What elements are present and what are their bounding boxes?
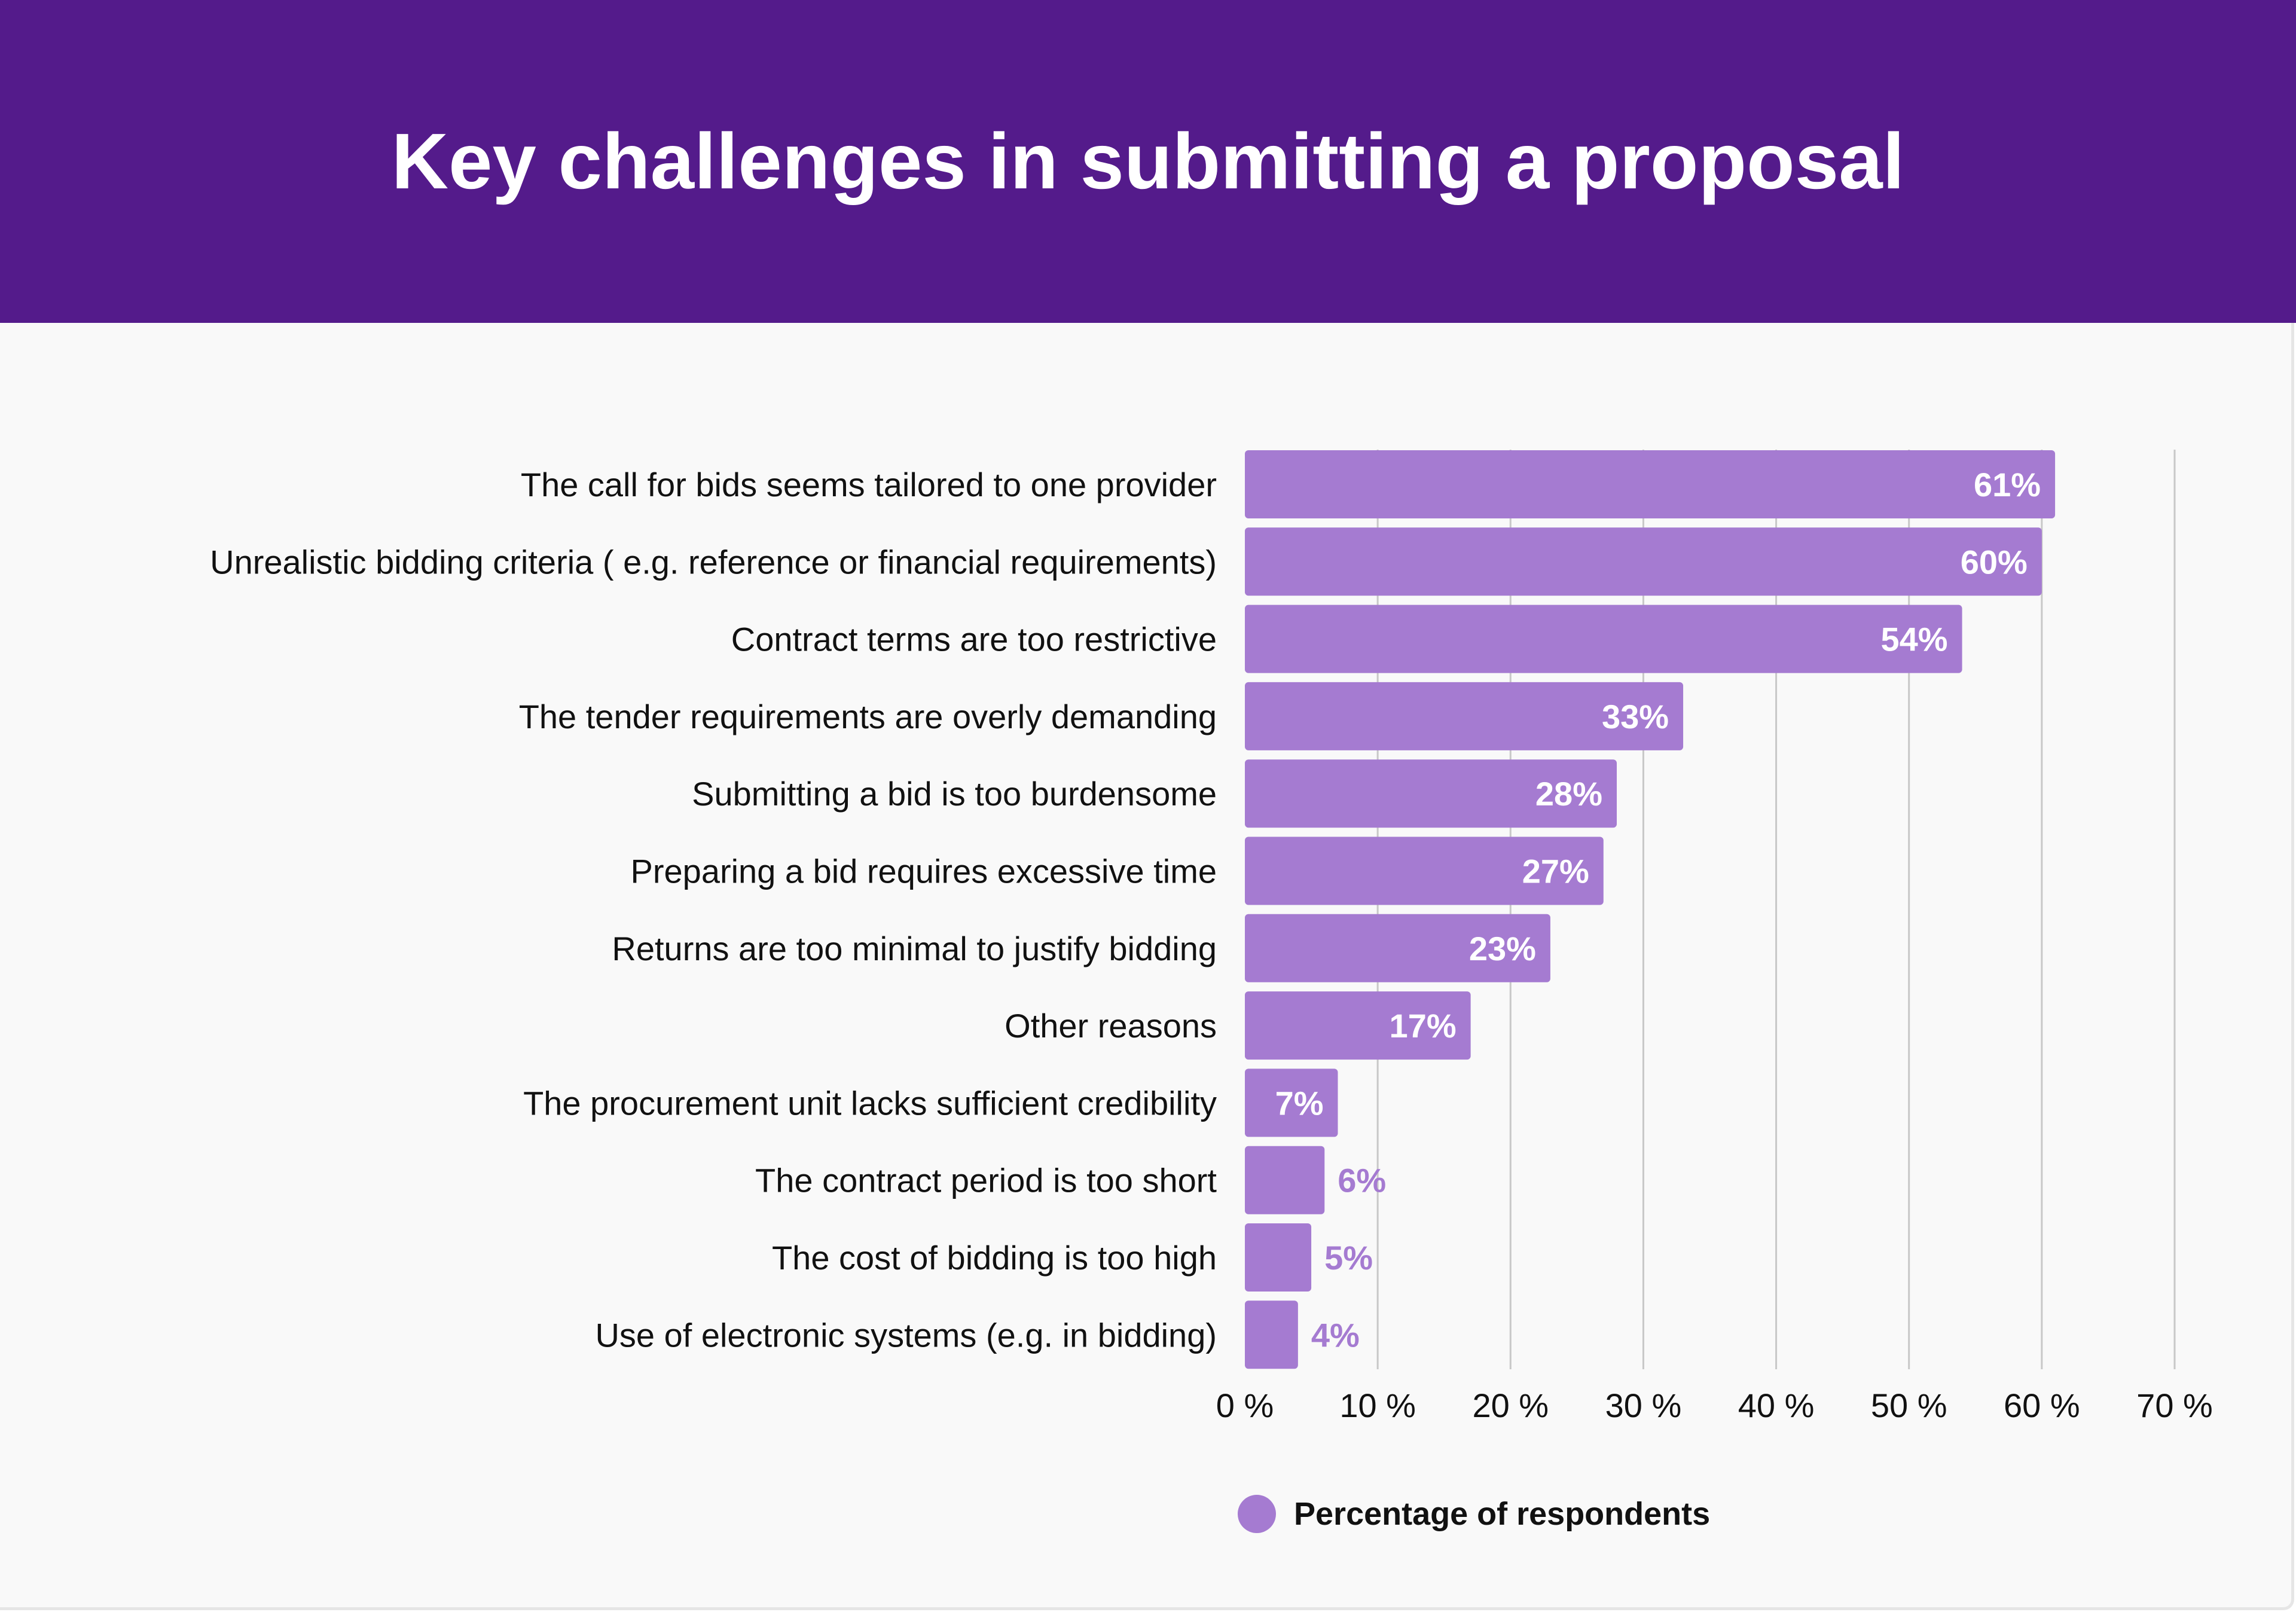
category-label: The procurement unit lacks sufficient cr… bbox=[523, 1084, 1217, 1122]
value-label: 28% bbox=[1535, 775, 1602, 813]
bar bbox=[1245, 1300, 1298, 1369]
category-label: Contract terms are too restrictive bbox=[731, 621, 1217, 658]
x-tick-label: 70 % bbox=[2136, 1387, 2213, 1424]
value-label: 60% bbox=[1961, 543, 2028, 581]
category-label: Unrealistic bidding criteria ( e.g. refe… bbox=[210, 543, 1217, 581]
legend-swatch bbox=[1238, 1495, 1276, 1533]
chart-title: Key challenges in submitting a proposal bbox=[391, 117, 1905, 205]
value-label: 23% bbox=[1469, 930, 1536, 967]
bar bbox=[1245, 836, 1604, 905]
value-labels: 61% 60% 54% 33% 28% 27% 23% 17% 7% 6% 5% 4% bbox=[1275, 466, 2041, 1354]
value-label: 17% bbox=[1390, 1007, 1457, 1045]
bars bbox=[1245, 450, 2056, 1369]
category-labels: The call for bids seems tailored to one … bbox=[210, 466, 1217, 1354]
category-label: Returns are too minimal to justify biddi… bbox=[612, 930, 1217, 967]
x-axis-ticks: 0 % 10 % 20 % 30 % 40 % 50 % 60 % 70 % bbox=[1216, 1387, 2213, 1424]
value-label: 5% bbox=[1324, 1239, 1373, 1277]
value-label: 61% bbox=[1974, 466, 2041, 503]
bar bbox=[1245, 1146, 1325, 1214]
value-label: 7% bbox=[1275, 1084, 1324, 1122]
category-label: Use of electronic systems (e.g. in biddi… bbox=[595, 1316, 1217, 1354]
header-banner: Key challenges in submitting a proposal bbox=[0, 0, 2296, 323]
category-label: The cost of bidding is too high bbox=[772, 1239, 1217, 1277]
bar bbox=[1245, 759, 1617, 828]
bar bbox=[1245, 914, 1550, 982]
x-tick-label: 50 % bbox=[1871, 1387, 1947, 1424]
value-label: 6% bbox=[1338, 1162, 1386, 1199]
x-tick-label: 30 % bbox=[1605, 1387, 1682, 1424]
x-tick-label: 60 % bbox=[2004, 1387, 2080, 1424]
value-label: 4% bbox=[1311, 1316, 1360, 1354]
category-label: The tender requirements are overly deman… bbox=[519, 698, 1217, 735]
bar bbox=[1245, 1223, 1312, 1292]
bar bbox=[1245, 604, 1962, 673]
value-label: 33% bbox=[1602, 698, 1669, 735]
legend-label: Percentage of respondents bbox=[1294, 1496, 1711, 1532]
value-label: 27% bbox=[1522, 853, 1589, 890]
category-label: The call for bids seems tailored to one … bbox=[521, 466, 1217, 503]
bar bbox=[1245, 682, 1684, 750]
category-label: The contract period is too short bbox=[755, 1162, 1217, 1199]
x-tick-label: 0 % bbox=[1216, 1387, 1274, 1424]
category-label: Other reasons bbox=[1004, 1007, 1217, 1045]
category-label: Submitting a bid is too burdensome bbox=[692, 775, 1217, 813]
category-label: Preparing a bid requires excessive time bbox=[631, 853, 1217, 890]
x-tick-label: 10 % bbox=[1339, 1387, 1416, 1424]
x-tick-label: 20 % bbox=[1472, 1387, 1549, 1424]
bar bbox=[1245, 1068, 1338, 1137]
legend: Percentage of respondents bbox=[1238, 1495, 1710, 1533]
x-tick-label: 40 % bbox=[1738, 1387, 1815, 1424]
bar bbox=[1245, 450, 2056, 518]
bar bbox=[1245, 991, 1471, 1060]
bar bbox=[1245, 527, 2042, 596]
grid-lines bbox=[1376, 450, 2176, 1369]
value-label: 54% bbox=[1880, 621, 1947, 658]
